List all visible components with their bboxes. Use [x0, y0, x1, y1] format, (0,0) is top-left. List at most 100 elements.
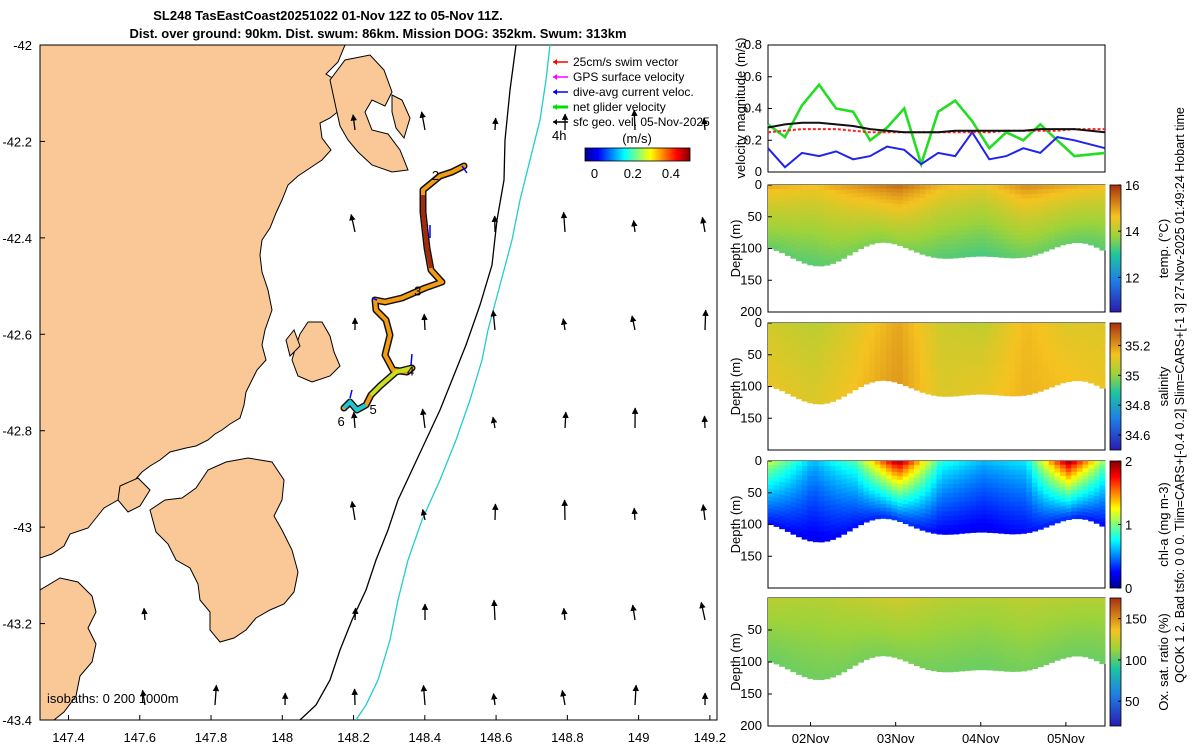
- section-cell: [892, 654, 898, 658]
- section-cell: [779, 194, 785, 199]
- section-cell: [886, 348, 892, 352]
- section-cell: [903, 236, 909, 240]
- section-cell: [768, 634, 774, 639]
- section-cell: [908, 360, 914, 365]
- section-cell: [802, 672, 808, 677]
- section-cell: [841, 598, 847, 603]
- section-cell: [830, 259, 836, 264]
- section-cell: [791, 644, 797, 649]
- section-cell: [830, 190, 836, 195]
- section-cell: [937, 203, 943, 208]
- section-cell: [830, 613, 836, 618]
- section-cell: [948, 525, 954, 530]
- section-cell: [948, 498, 954, 503]
- section-cell: [791, 530, 797, 535]
- section-cell: [807, 353, 813, 359]
- section-cell: [1021, 630, 1027, 635]
- section-cell: [953, 253, 959, 258]
- section-cell: [847, 633, 853, 638]
- section-cell: [869, 631, 875, 635]
- section-cell: [824, 486, 830, 492]
- section-cell: [852, 611, 858, 616]
- section-cell: [976, 252, 982, 257]
- section-cell: [875, 203, 881, 207]
- section-cell: [1071, 192, 1077, 196]
- section-cell: [774, 598, 780, 603]
- section-cell: [774, 201, 780, 206]
- section-cell: [965, 470, 971, 475]
- section-cell: [993, 474, 999, 479]
- section-cell: [1094, 504, 1100, 508]
- map-y-tick-label: -42.8: [2, 424, 32, 439]
- section-cell: [819, 618, 825, 624]
- section-cell: [1060, 491, 1066, 495]
- section-cell: [931, 488, 937, 493]
- section-cell: [948, 328, 954, 333]
- section-cell: [953, 484, 959, 489]
- section-cell: [987, 216, 993, 221]
- section-cell: [791, 217, 797, 222]
- section-cell: [1043, 490, 1049, 495]
- section-cell: [993, 185, 999, 190]
- section-cell: [1043, 648, 1049, 653]
- section-cell: [925, 465, 931, 470]
- section-cell: [813, 333, 819, 339]
- colorbar-tick-label: 0.4: [662, 166, 680, 181]
- section-cell: [1099, 465, 1105, 470]
- section-cell: [864, 193, 870, 197]
- section-cell: [1066, 327, 1072, 331]
- section-cell: [807, 598, 813, 604]
- section-cell: [796, 523, 802, 528]
- section-cell: [965, 666, 971, 671]
- section-cell: [830, 352, 836, 357]
- section-cell: [1060, 196, 1066, 200]
- section-cell: [1010, 217, 1016, 222]
- section-cell: [1094, 461, 1100, 465]
- section-cell: [965, 603, 971, 608]
- section-cell: [892, 378, 898, 382]
- section-cell: [835, 651, 841, 656]
- section-cell: [942, 217, 948, 222]
- section-cell: [875, 218, 881, 222]
- section-cell: [802, 200, 808, 205]
- section-cell: [1004, 502, 1010, 507]
- section-cell: [858, 197, 864, 202]
- section-cell: [1094, 370, 1100, 374]
- section-cell: [942, 502, 948, 507]
- section-cell: [807, 663, 813, 669]
- section-cell: [875, 337, 881, 341]
- section-cell: [1043, 356, 1049, 361]
- section-cell: [880, 461, 886, 465]
- section-cell: [1071, 602, 1077, 606]
- section-cell: [897, 327, 903, 331]
- section-cell: [1077, 377, 1083, 381]
- section-cell: [1038, 662, 1044, 667]
- section-cell: [976, 368, 982, 373]
- section-cell: [965, 506, 971, 511]
- section-cell: [959, 190, 965, 195]
- section-cell: [1088, 469, 1094, 473]
- section-cell: [1071, 497, 1077, 501]
- section-cell: [914, 495, 920, 500]
- section-cell: [1004, 239, 1010, 244]
- section-cell: [987, 359, 993, 364]
- section-cell: [998, 199, 1004, 204]
- section-cell: [880, 348, 886, 352]
- section-cell: [1077, 352, 1083, 356]
- section-cell: [768, 602, 774, 607]
- section-cell: [880, 210, 886, 214]
- section-cell: [875, 366, 881, 370]
- section-cell: [987, 381, 993, 386]
- section-cell: [796, 323, 802, 328]
- section-cell: [914, 327, 920, 332]
- section-cell: [813, 210, 819, 216]
- section-cell: [813, 230, 819, 236]
- section-cell: [976, 620, 982, 625]
- section-cell: [1094, 637, 1100, 641]
- section-cell: [1038, 615, 1044, 620]
- section-cell: [931, 644, 937, 649]
- section-cell: [903, 504, 909, 508]
- section-cell: [1066, 371, 1072, 375]
- section-cell: [1060, 624, 1066, 628]
- section-cell: [824, 516, 830, 522]
